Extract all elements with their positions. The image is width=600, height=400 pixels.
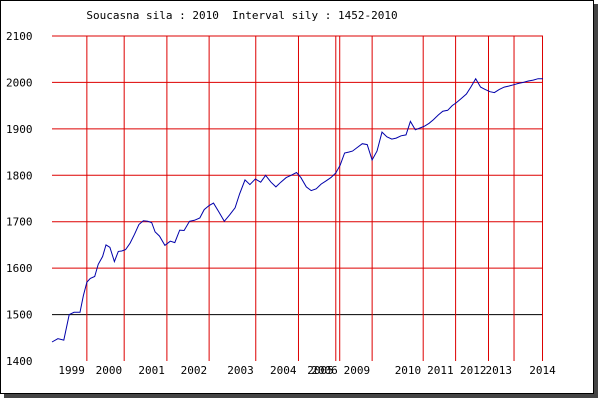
x-tick-label: 2014: [529, 364, 556, 377]
y-tick-label: 1700: [6, 216, 33, 229]
x-tick-label: 2011: [427, 364, 454, 377]
x-tick-label: 1999: [58, 364, 85, 377]
x-tick-label: 2013: [486, 364, 513, 377]
x-tick-label: 2002: [181, 364, 208, 377]
y-tick-label: 1600: [6, 262, 33, 275]
chart-title: Soucasna sila : 2010 Interval sily : 145…: [86, 9, 398, 22]
chart-frame: Soucasna sila : 2010 Interval sily : 145…: [0, 0, 594, 394]
x-tick-label: 2010: [395, 364, 422, 377]
x-tick-label: 2005: [307, 364, 334, 377]
x-tick-label: 2003: [227, 364, 254, 377]
y-tick-label: 1800: [6, 169, 33, 182]
x-tick-label: 2012: [460, 364, 487, 377]
y-tick-label: 1900: [6, 123, 33, 136]
y-tick-label: 2100: [6, 30, 33, 43]
series-line: [51, 77, 543, 343]
x-tick-label: 2000: [96, 364, 123, 377]
x-tick-label: 2006: [311, 364, 338, 377]
x-tick-label: 2004: [270, 364, 297, 377]
x-tick-label: 2009: [344, 364, 371, 377]
line-chart: 1400 1500 1600 1700 1800 1900 2000 2100 1999 2000…: [6, 30, 556, 377]
x-tick-label: 2001: [138, 364, 165, 377]
y-tick-label: 2000: [6, 76, 33, 89]
y-tick-label: 1500: [6, 309, 33, 322]
y-tick-label: 1400: [6, 355, 33, 368]
